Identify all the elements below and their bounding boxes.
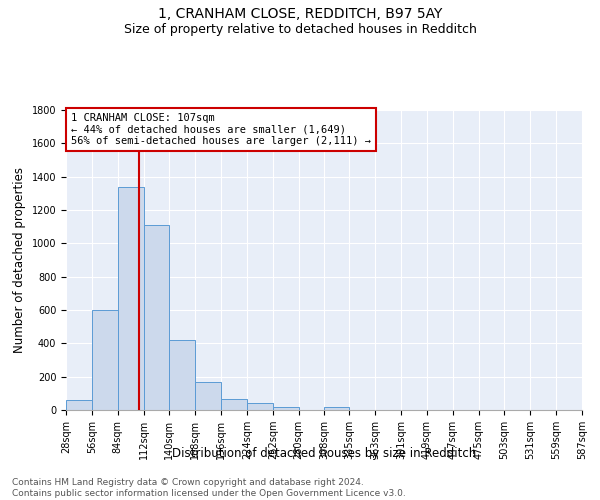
Text: 1, CRANHAM CLOSE, REDDITCH, B97 5AY: 1, CRANHAM CLOSE, REDDITCH, B97 5AY	[158, 8, 442, 22]
Text: 1 CRANHAM CLOSE: 107sqm
← 44% of detached houses are smaller (1,649)
56% of semi: 1 CRANHAM CLOSE: 107sqm ← 44% of detache…	[71, 113, 371, 146]
Bar	[118, 186, 143, 410]
Bar	[221, 399, 247, 410]
Y-axis label: Number of detached properties: Number of detached properties	[13, 167, 26, 353]
Bar	[195, 382, 221, 410]
Bar	[247, 404, 273, 410]
Bar	[273, 406, 299, 410]
Bar	[143, 225, 169, 410]
Text: Size of property relative to detached houses in Redditch: Size of property relative to detached ho…	[124, 22, 476, 36]
Bar	[169, 340, 195, 410]
Bar	[92, 310, 118, 410]
Text: Distribution of detached houses by size in Redditch: Distribution of detached houses by size …	[172, 448, 476, 460]
Text: Contains HM Land Registry data © Crown copyright and database right 2024.
Contai: Contains HM Land Registry data © Crown c…	[12, 478, 406, 498]
Bar	[325, 406, 349, 410]
Bar	[66, 400, 92, 410]
